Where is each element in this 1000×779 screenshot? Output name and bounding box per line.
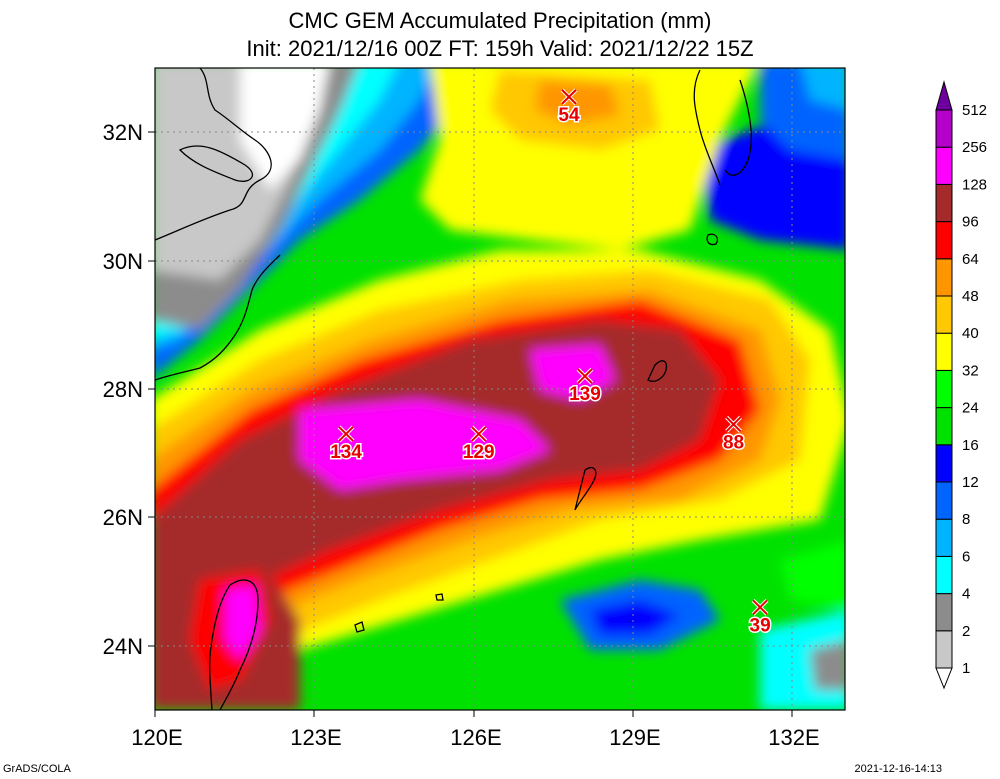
colorbar-level-label: 512 <box>962 102 987 119</box>
colorbar-swatch <box>935 593 953 632</box>
colorbar-level-label: 1 <box>962 660 970 677</box>
colorbar-level-label: 4 <box>962 586 970 603</box>
max-marker: 139 <box>568 367 602 407</box>
max-cross <box>471 426 487 442</box>
max-value-label: 129 <box>463 442 495 463</box>
colorbar-level-label: 24 <box>962 400 979 417</box>
colorbar-swatch <box>935 630 953 669</box>
max-marker: 39 <box>748 598 772 638</box>
colorbar-swatch <box>935 183 953 223</box>
lon-label-123: 123E <box>290 725 341 750</box>
lon-label-126: 126E <box>450 725 501 750</box>
max-cross <box>561 89 577 105</box>
colorbar-level-label: 40 <box>962 325 979 342</box>
max-cross <box>752 599 768 615</box>
colorbar-level-label: 16 <box>962 437 979 454</box>
max-marker: 134 <box>329 425 364 464</box>
maxima-markers: 54 134 129 139 88 39 <box>329 88 772 638</box>
lat-label-28: 28N <box>103 377 143 402</box>
max-cross <box>577 368 593 384</box>
precip-field <box>155 68 845 710</box>
max-value-label: 134 <box>330 442 362 463</box>
max-marker: 88 <box>721 415 746 455</box>
colorbar-swatch <box>935 258 953 297</box>
colorbar-level-label: 8 <box>962 511 970 528</box>
lat-label-24: 24N <box>103 634 143 659</box>
lon-axis: 120E 123E 126E 129E 132E <box>131 710 820 750</box>
max-cross <box>338 426 354 442</box>
lat-label-26: 26N <box>103 505 143 530</box>
colorbar-level-label: 128 <box>962 176 987 193</box>
max-value-label: 139 <box>569 384 601 405</box>
colorbar-swatch <box>935 369 953 409</box>
colorbar-swatch <box>935 444 953 483</box>
colorbar-level-label: 64 <box>962 251 979 268</box>
lat-label-32: 32N <box>103 120 143 145</box>
max-value-label: 88 <box>723 432 744 453</box>
colorbar-level-label: 32 <box>962 362 979 379</box>
max-cross <box>725 416 742 433</box>
colorbar-swatch <box>935 481 953 520</box>
generated-timestamp: 2021-12-16-14:13 <box>854 763 942 775</box>
colorbar-swatch-max <box>935 80 953 111</box>
max-marker: 129 <box>461 425 496 464</box>
lat-label-30: 30N <box>103 249 143 274</box>
colorbar-swatch <box>935 109 953 148</box>
colorbar-swatch <box>935 518 953 557</box>
lon-label-129: 129E <box>609 725 660 750</box>
grads-credit: GrADS/COLA <box>3 763 71 775</box>
max-value-label: 54 <box>558 105 580 126</box>
colorbar-swatch <box>935 146 953 185</box>
lon-label-120: 120E <box>131 725 182 750</box>
lon-label-132: 132E <box>768 725 819 750</box>
lat-axis: 32N 30N 28N 26N 24N <box>103 120 155 659</box>
colorbar-swatch <box>935 221 953 260</box>
colorbar-swatch-min <box>935 667 953 690</box>
colorbar-swatch <box>935 295 953 334</box>
colorbar-level-label: 2 <box>962 623 970 640</box>
colorbar-level-label: 256 <box>962 139 987 156</box>
colorbar-level-label: 12 <box>962 474 979 491</box>
max-value-label: 39 <box>750 615 771 636</box>
coastlines <box>155 68 752 710</box>
colorbar-level-label: 6 <box>962 548 970 565</box>
colorbar-level-label: 48 <box>962 288 979 305</box>
map-subtitle: Init: 2021/12/16 00Z FT: 159h Valid: 202… <box>246 36 754 61</box>
colorbar-swatch <box>935 407 953 446</box>
colorbar-level-label: 96 <box>962 214 979 231</box>
map-title: CMC GEM Accumulated Precipitation (mm) <box>288 8 712 33</box>
colorbar-swatch <box>935 332 953 371</box>
max-marker: 54 <box>557 88 581 127</box>
colorbar-swatch <box>935 555 953 595</box>
